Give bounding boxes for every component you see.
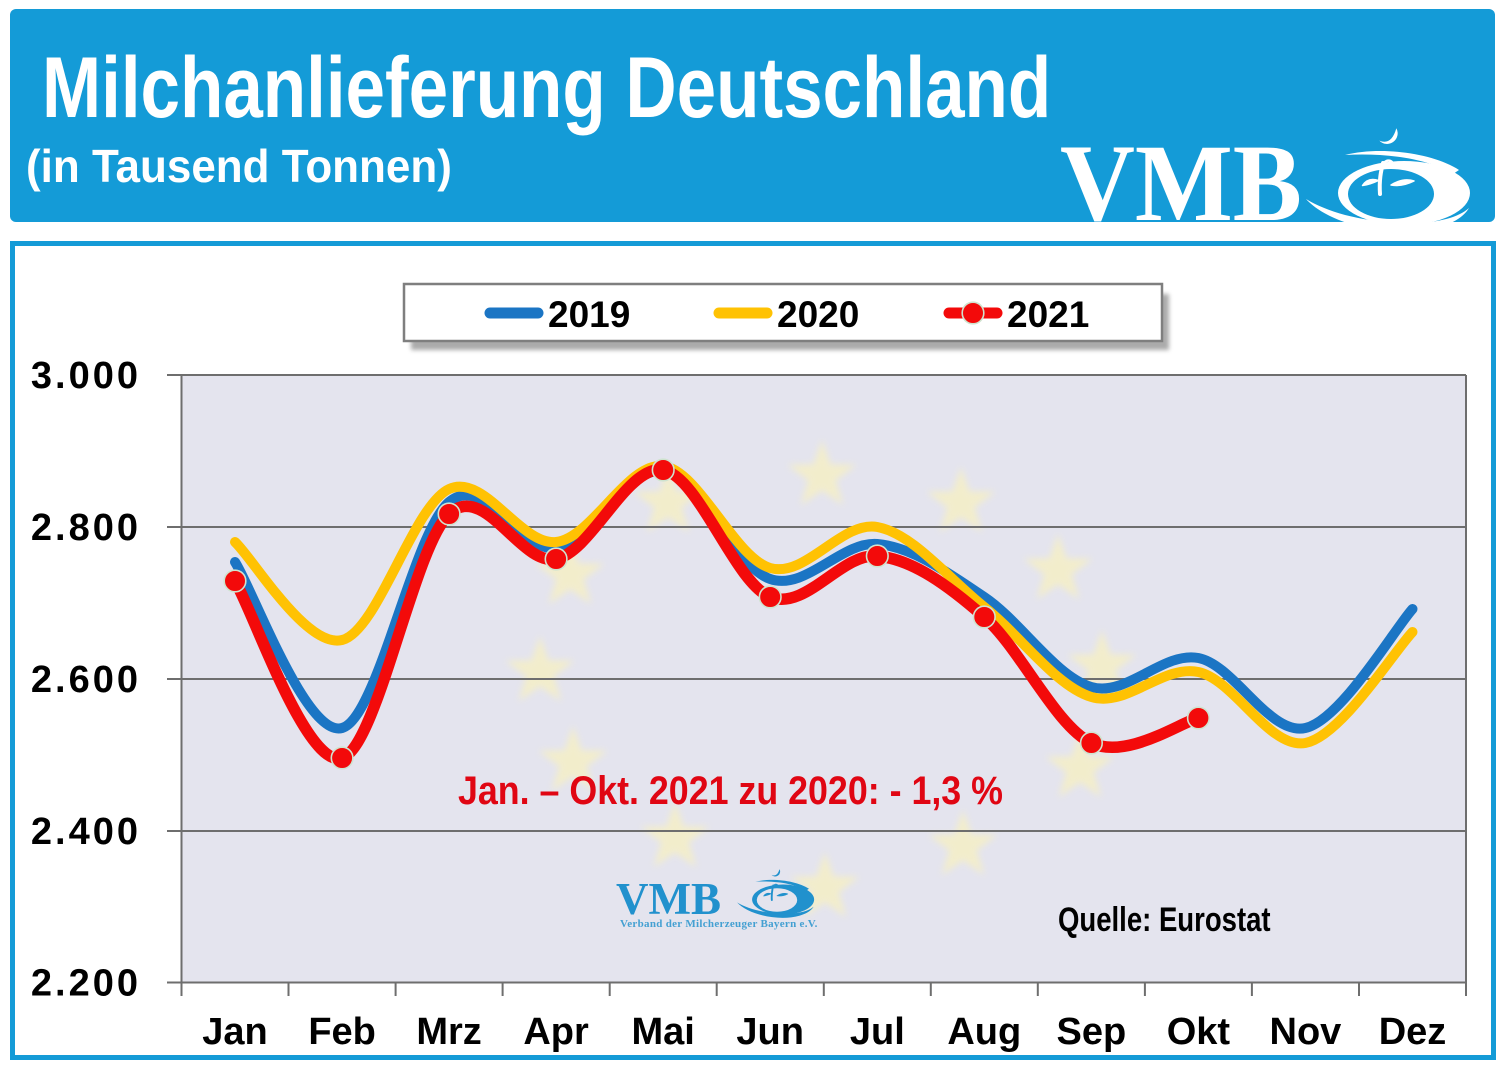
svg-text:Mrz: Mrz [416,1011,481,1053]
svg-text:2020: 2020 [777,294,859,335]
svg-text:Feb: Feb [308,1011,376,1053]
svg-text:Mai: Mai [632,1011,695,1053]
svg-text:Aug: Aug [947,1011,1021,1053]
svg-text:Apr: Apr [523,1011,589,1053]
svg-text:Jan. – Okt. 2021 zu 2020: - 1,: Jan. – Okt. 2021 zu 2020: - 1,3 % [458,769,1003,813]
svg-text:VMB: VMB [1060,123,1302,244]
svg-text:2.400: 2.400 [31,811,141,853]
svg-text:Nov: Nov [1270,1011,1342,1053]
svg-text:Okt: Okt [1167,1011,1231,1053]
svg-text:Jan: Jan [202,1011,267,1053]
svg-text:VMB: VMB [616,874,721,924]
svg-text:2.600: 2.600 [31,659,141,701]
svg-text:Jun: Jun [736,1011,804,1053]
svg-text:2021: 2021 [1007,294,1089,335]
svg-text:Verband der Milcherzeuger Baye: Verband der Milcherzeuger Bayern e.V. [620,918,818,930]
svg-text:2019: 2019 [548,294,630,335]
svg-text:3.000: 3.000 [31,355,141,397]
svg-text:Sep: Sep [1057,1011,1127,1053]
svg-text:2.200: 2.200 [31,963,141,1005]
svg-text:Dez: Dez [1379,1011,1447,1053]
svg-text:Jul: Jul [850,1011,905,1053]
svg-text:2.800: 2.800 [31,507,141,549]
svg-text:Quelle: Eurostat: Quelle: Eurostat [1058,900,1271,938]
